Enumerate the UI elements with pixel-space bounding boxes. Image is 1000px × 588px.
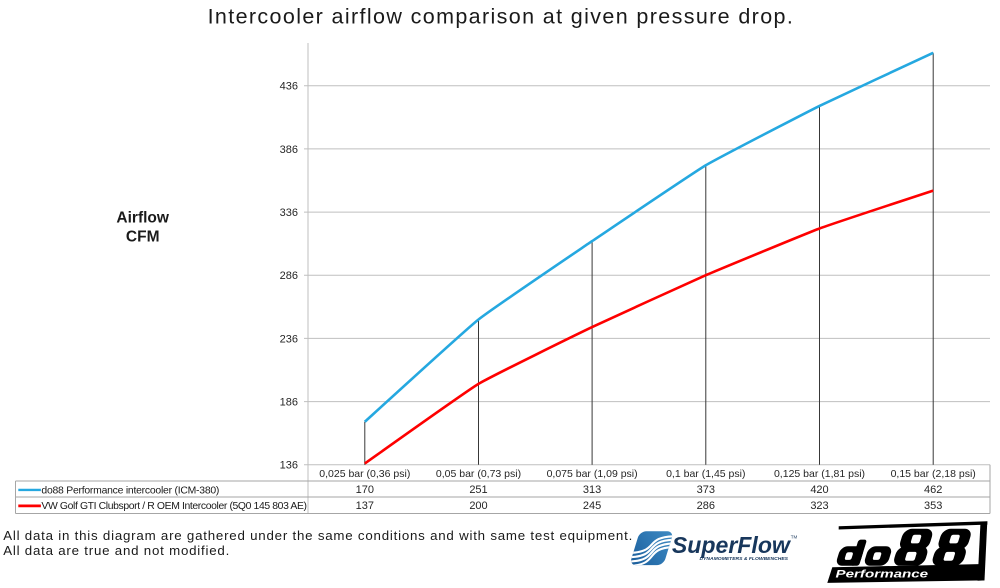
svg-text:0,125 bar (1,81 psi): 0,125 bar (1,81 psi) <box>774 468 865 480</box>
svg-text:186: 186 <box>280 397 298 409</box>
svg-text:136: 136 <box>280 460 298 472</box>
svg-text:All data are true and not modi: All data are true and not modified. <box>3 543 230 558</box>
svg-text:0,05 bar (0,73 psi): 0,05 bar (0,73 psi) <box>436 468 521 480</box>
svg-text:462: 462 <box>924 484 942 496</box>
svg-text:0,1 bar (1,45 psi): 0,1 bar (1,45 psi) <box>666 468 745 480</box>
svg-text:373: 373 <box>697 484 715 496</box>
svg-text:386: 386 <box>280 144 298 156</box>
svg-text:do88 Performance intercooler (: do88 Performance intercooler (ICM-380) <box>41 486 219 497</box>
svg-text:0,15 bar (2,18 psi): 0,15 bar (2,18 psi) <box>891 468 976 480</box>
svg-text:170: 170 <box>356 484 374 496</box>
svg-text:TM: TM <box>791 535 798 540</box>
svg-text:286: 286 <box>280 270 298 282</box>
svg-text:0,025 bar (0,36 psi): 0,025 bar (0,36 psi) <box>319 468 410 480</box>
svg-text:Airflow: Airflow <box>116 210 169 227</box>
svg-text:All data in this diagram are g: All data in this diagram are gathered un… <box>3 528 633 543</box>
svg-text:SuperFlow: SuperFlow <box>672 532 792 558</box>
svg-text:436: 436 <box>280 81 298 93</box>
svg-text:313: 313 <box>583 484 601 496</box>
svg-text:200: 200 <box>469 500 487 512</box>
svg-text:0,075 bar (1,09 psi): 0,075 bar (1,09 psi) <box>547 468 638 480</box>
svg-text:236: 236 <box>280 333 298 345</box>
svg-text:353: 353 <box>924 500 942 512</box>
svg-text:VW Golf GTI Clubsport / R OEM: VW Golf GTI Clubsport / R OEM Intercoole… <box>41 501 307 512</box>
svg-text:336: 336 <box>280 207 298 219</box>
svg-text:323: 323 <box>810 500 828 512</box>
svg-text:Intercooler airflow comparison: Intercooler airflow comparison at given … <box>208 4 795 28</box>
svg-text:251: 251 <box>469 484 487 496</box>
svg-text:Performance: Performance <box>836 569 929 581</box>
svg-text:CFM: CFM <box>126 229 160 246</box>
svg-text:245: 245 <box>583 500 601 512</box>
svg-text:DYNAMOMETERS & FLOWBENCHES: DYNAMOMETERS & FLOWBENCHES <box>700 556 790 561</box>
svg-text:286: 286 <box>697 500 715 512</box>
svg-text:420: 420 <box>810 484 828 496</box>
svg-text:137: 137 <box>356 500 374 512</box>
